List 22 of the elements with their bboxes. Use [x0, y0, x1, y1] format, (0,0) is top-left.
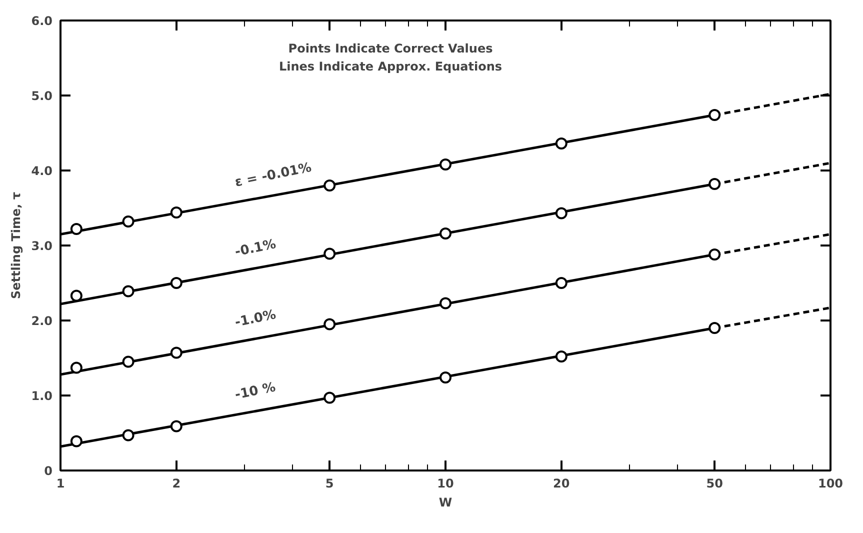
x-tick-label: 20	[553, 476, 570, 490]
x-tick-label: 2	[172, 476, 181, 490]
x-tick-label: 50	[706, 476, 723, 490]
x-tick-label: 1	[56, 476, 65, 490]
text: -1.0%	[234, 308, 278, 330]
x-tick-label: 10	[437, 476, 454, 490]
y-tick-label: 4.0	[31, 164, 53, 178]
annotation: Lines Indicate Approx. Equations	[278, 60, 502, 74]
x-tick-label: 100	[818, 476, 844, 490]
text: -0.1%	[234, 237, 278, 260]
text: -10 %	[234, 380, 277, 403]
y-tick-label: 0	[44, 464, 53, 478]
x-axis-title: W	[438, 496, 452, 510]
y-tick-label: 2.0	[31, 314, 53, 328]
y-tick-label: 1.0	[31, 389, 53, 403]
y-tick-label: 6.0	[31, 14, 53, 28]
y-tick-label: 3.0	[31, 239, 53, 253]
annotation: Points Indicate Correct Values	[288, 42, 493, 56]
text: ε = -0.01%	[234, 160, 313, 190]
y-axis-title: Settling Time, τ	[9, 192, 24, 300]
y-tick-label: 5.0	[31, 89, 53, 103]
x-tick-label: 5	[325, 476, 334, 490]
